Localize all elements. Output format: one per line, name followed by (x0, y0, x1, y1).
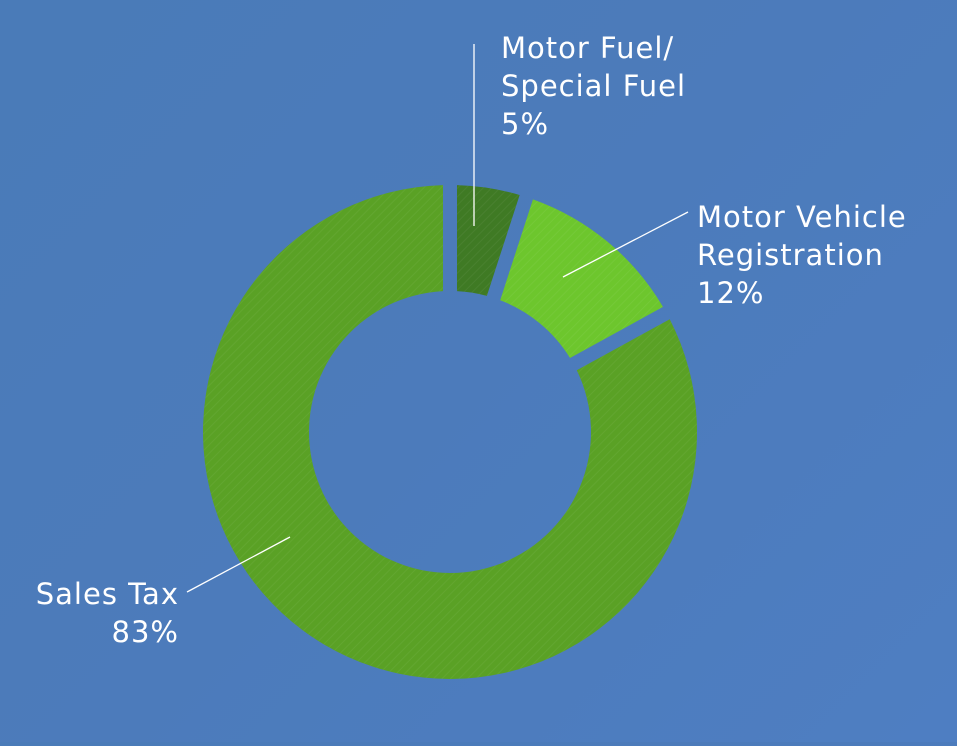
slice-percent-label-1: 12% (697, 276, 764, 310)
donut-slice-texture-0 (456, 185, 520, 296)
slice-label-0: Special Fuel (501, 69, 686, 103)
leader-line-1 (562, 211, 689, 278)
donut-slice-texture-1 (500, 199, 663, 359)
slice-percent-label-2: 83% (112, 615, 179, 649)
slice-label-1: Registration (697, 238, 884, 272)
leader-line-2 (186, 536, 291, 593)
slice-label-0: Motor Fuel/ (501, 31, 674, 65)
donut-slice-texture-2 (203, 185, 698, 679)
slice-label-2: Sales Tax (36, 577, 179, 611)
slice-label-1: Motor Vehicle (697, 200, 907, 234)
slice-percent-label-0: 5% (501, 107, 549, 141)
